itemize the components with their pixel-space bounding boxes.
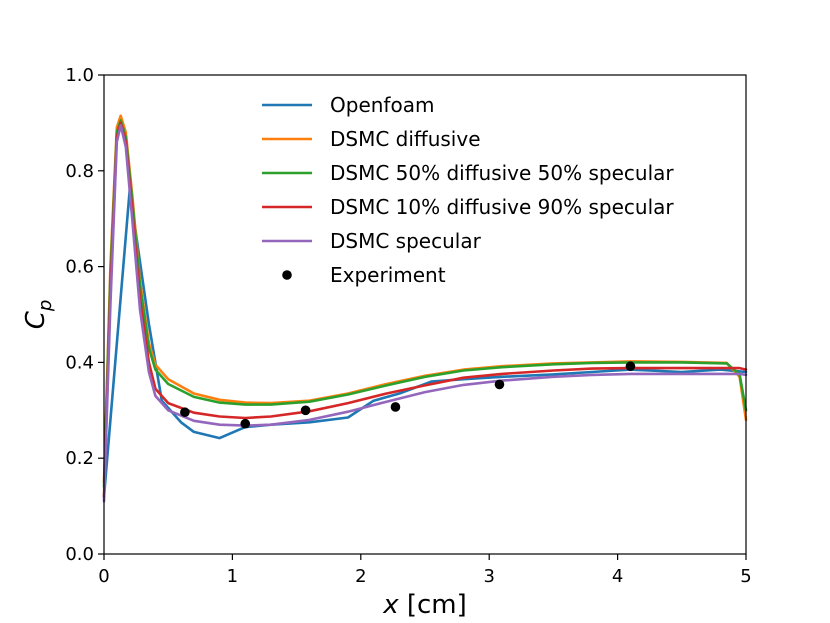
legend-label-openfoam: Openfoam [330, 93, 434, 117]
x-tick-label: 5 [740, 566, 751, 587]
y-axis-variable: C [21, 310, 51, 329]
legend-swatch-experiment [282, 270, 292, 280]
data-point-experiment [240, 418, 251, 429]
y-axis-subscript: p [35, 300, 56, 312]
data-point-experiment [180, 407, 190, 418]
plot-area [102, 114, 748, 503]
data-point-experiment [390, 402, 401, 412]
x-tick-label: 3 [483, 566, 494, 587]
legend-label-dsmc-diffusive: DSMC diffusive [330, 127, 481, 151]
y-tick-label: 0.4 [65, 352, 94, 373]
x-tick-label: 2 [355, 566, 366, 587]
series-line-dsmc-specular [102, 124, 748, 503]
x-axis-unit: [cm] [399, 590, 467, 620]
x-axis-variable: x [382, 590, 399, 620]
data-point-experiment [494, 379, 505, 390]
x-axis-label: x [cm] [382, 590, 467, 620]
axis-ticks: 0 1 2 3 4 5 0.0 0.2 0.4 0.6 0.8 1.0 [65, 65, 751, 587]
y-tick-label: 0.8 [65, 161, 94, 182]
legend-label-dsmc-50pct-diffusive-50pct-specular: DSMC 50% diffusive 50% specular [330, 161, 674, 185]
y-tick-label: 0.2 [65, 448, 94, 469]
data-point-experiment [625, 361, 636, 372]
legend: Openfoam DSMC diffusive DSMC 50% diffusive… [262, 93, 674, 287]
y-tick-label: 0.0 [65, 544, 94, 565]
legend-label-experiment: Experiment [330, 263, 446, 287]
data-point-experiment [300, 405, 311, 416]
x-tick-label: 4 [612, 566, 623, 587]
x-tick-label: 0 [98, 566, 109, 587]
legend-label-dsmc-specular: DSMC specular [330, 229, 482, 253]
y-axis-label: Cp [21, 300, 56, 330]
x-tick-label: 1 [227, 566, 238, 587]
legend-label-dsmc-10pct-diffusive-90pct-specular: DSMC 10% diffusive 90% specular [330, 195, 674, 219]
plot-frame [103, 74, 747, 555]
y-tick-label: 0.6 [65, 257, 94, 278]
y-tick-label: 1.0 [65, 65, 94, 86]
